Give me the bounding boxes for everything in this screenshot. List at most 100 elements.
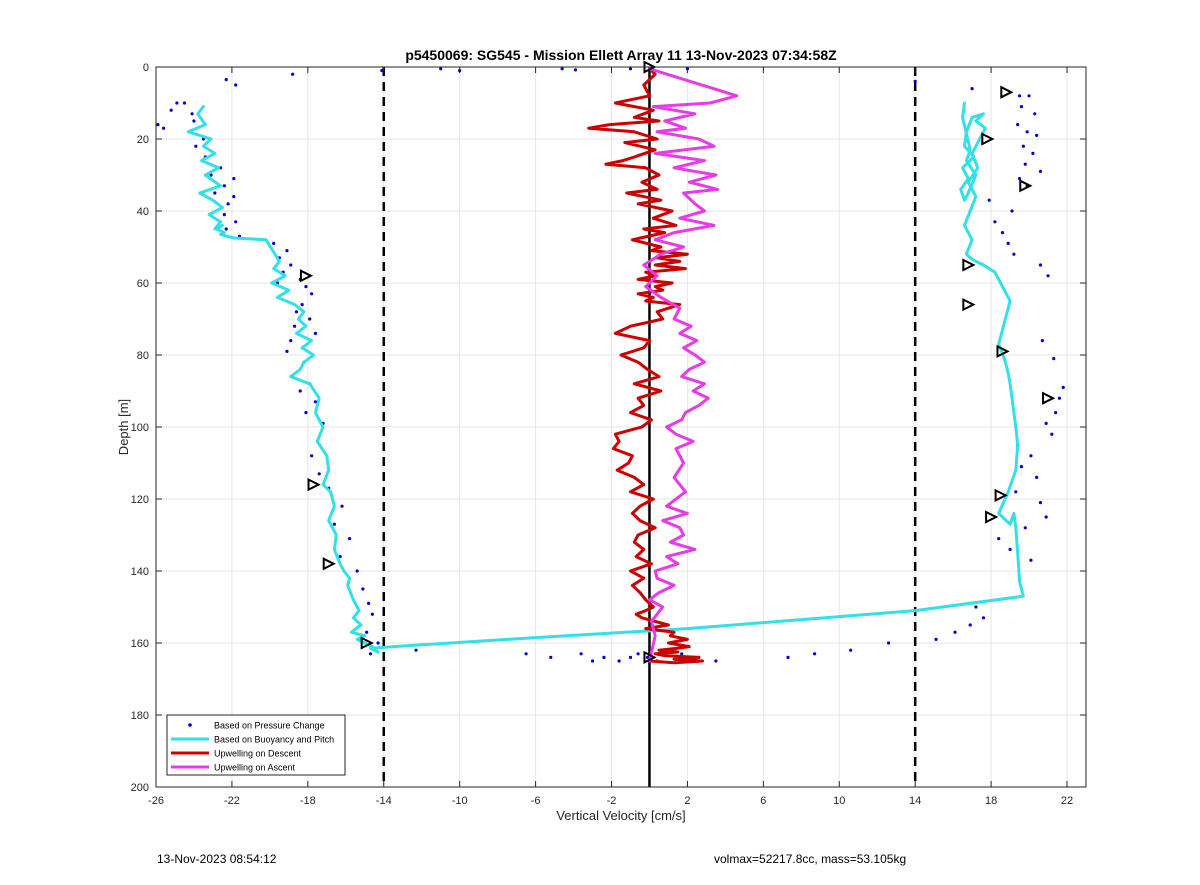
data-point bbox=[294, 310, 299, 314]
x-tick-label: 2 bbox=[684, 795, 690, 807]
data-point bbox=[968, 623, 972, 627]
data-point bbox=[1061, 385, 1065, 389]
data-point bbox=[226, 202, 230, 206]
x-tick-label: 18 bbox=[985, 795, 997, 807]
data-point bbox=[175, 101, 179, 105]
data-point bbox=[997, 537, 1001, 541]
data-point bbox=[209, 173, 213, 177]
data-point bbox=[913, 79, 917, 83]
data-point bbox=[974, 605, 978, 609]
data-point bbox=[560, 67, 564, 71]
y-tick-label: 160 bbox=[131, 638, 149, 650]
data-point bbox=[590, 659, 595, 663]
data-point bbox=[617, 659, 621, 663]
data-point bbox=[224, 227, 228, 231]
data-point bbox=[338, 555, 342, 559]
data-point bbox=[190, 112, 194, 116]
data-point bbox=[524, 652, 528, 656]
data-point bbox=[1035, 133, 1039, 137]
footer-vehicle-info: volmax=52217.8cc, mass=53.105kg bbox=[714, 852, 907, 866]
data-point bbox=[366, 601, 371, 606]
data-point bbox=[310, 454, 314, 458]
data-point bbox=[439, 67, 443, 71]
legend-label-based-on-buoyancy-and-pitch: Based on Buoyancy and Pitch bbox=[214, 735, 334, 745]
data-point bbox=[313, 331, 318, 335]
data-point bbox=[355, 569, 359, 573]
data-point bbox=[298, 389, 302, 393]
data-point bbox=[232, 195, 236, 199]
grid-lines bbox=[155, 66, 1086, 788]
data-point bbox=[573, 68, 578, 72]
data-point bbox=[714, 659, 718, 663]
data-point bbox=[993, 220, 997, 224]
axis-ticks: -26 -22 -18 -14 -10 -6 -2 2 6 10 14 18 2202040608010… bbox=[131, 62, 1086, 807]
triangle-marker bbox=[360, 636, 374, 650]
legend-label-upwelling-on-ascent: Upwelling on Ascent bbox=[214, 763, 296, 773]
data-point bbox=[1010, 209, 1014, 213]
legend-label-upwelling-on-descent: Upwelling on Descent bbox=[214, 749, 302, 759]
data-point bbox=[289, 339, 293, 343]
data-point bbox=[1035, 475, 1039, 479]
y-axis-label: Depth [m] bbox=[116, 399, 131, 455]
data-point bbox=[549, 655, 553, 660]
data-point bbox=[1017, 177, 1022, 181]
data-point bbox=[332, 522, 337, 526]
data-point bbox=[1054, 411, 1058, 415]
data-point bbox=[1029, 558, 1033, 562]
data-point bbox=[313, 400, 318, 404]
y-tick-label: 200 bbox=[131, 782, 149, 794]
data-point bbox=[285, 249, 289, 253]
data-point bbox=[1029, 454, 1033, 458]
data-point bbox=[849, 648, 853, 652]
data-point bbox=[272, 241, 276, 245]
series-line-upwelling-on-ascent bbox=[642, 67, 739, 663]
data-point bbox=[1038, 501, 1043, 505]
triangle-marker bbox=[322, 557, 336, 571]
data-point bbox=[1040, 339, 1044, 343]
data-point bbox=[292, 324, 297, 328]
y-tick-label: 60 bbox=[137, 278, 149, 290]
data-point bbox=[934, 637, 938, 642]
y-tick-label: 120 bbox=[131, 494, 149, 506]
x-tick-label: 6 bbox=[760, 795, 766, 807]
triangle-marker bbox=[981, 132, 995, 146]
data-point bbox=[361, 587, 365, 591]
data-point bbox=[645, 655, 650, 660]
data-point bbox=[156, 123, 160, 127]
footer-timestamp: 13-Nov-2023 08:54:12 bbox=[157, 852, 277, 866]
data-point bbox=[579, 652, 583, 656]
data-point bbox=[602, 655, 606, 660]
y-tick-label: 180 bbox=[131, 710, 149, 722]
y-tick-label: 0 bbox=[143, 62, 149, 74]
data-point bbox=[887, 641, 891, 645]
data-point bbox=[380, 69, 384, 73]
legend-swatch-based-on-pressure-change bbox=[188, 723, 192, 727]
data-point bbox=[1044, 421, 1048, 425]
x-tick-label: 14 bbox=[909, 795, 921, 807]
data-point bbox=[987, 198, 991, 202]
data-point bbox=[1014, 490, 1018, 494]
x-tick-label: -10 bbox=[452, 795, 468, 807]
data-point bbox=[289, 263, 293, 267]
data-point bbox=[365, 630, 369, 634]
y-tick-label: 100 bbox=[131, 422, 149, 434]
data-point bbox=[232, 177, 236, 181]
data-point bbox=[628, 67, 633, 71]
data-point bbox=[340, 504, 344, 508]
data-point bbox=[317, 472, 321, 476]
x-axis-label: Vertical Velocity [cm/s] bbox=[556, 808, 685, 823]
data-point bbox=[310, 292, 314, 296]
data-point bbox=[291, 72, 295, 76]
data-point bbox=[1044, 515, 1048, 519]
data-point bbox=[812, 652, 817, 656]
series-line-based-on-buoyancy-and-pitch bbox=[186, 101, 1025, 654]
data-point bbox=[224, 78, 228, 82]
data-point bbox=[1006, 241, 1010, 245]
chart-title: p5450069: SG545 - Mission Ellett Array 1… bbox=[405, 47, 837, 63]
data-point bbox=[414, 648, 418, 652]
data-point bbox=[1057, 396, 1062, 400]
data-point bbox=[1038, 169, 1043, 173]
data-point bbox=[786, 655, 790, 660]
x-tick-label: -6 bbox=[531, 795, 541, 807]
